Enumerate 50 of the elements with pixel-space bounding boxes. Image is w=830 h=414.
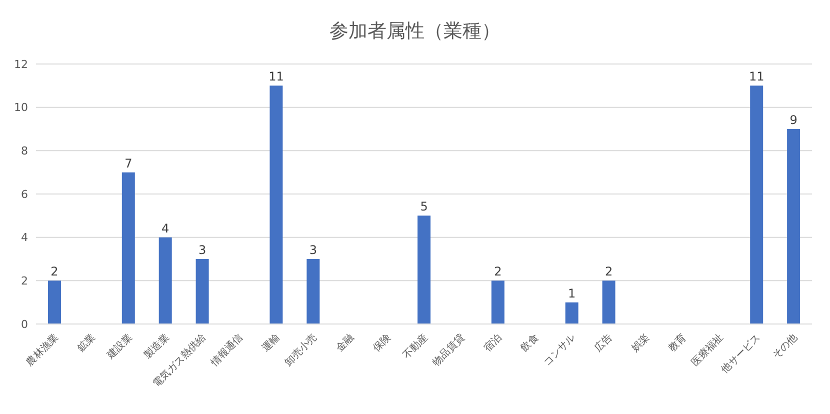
data-label: 5 bbox=[420, 200, 428, 214]
bar bbox=[122, 172, 135, 324]
x-tick-label: 教育 bbox=[666, 332, 689, 354]
data-label: 2 bbox=[50, 264, 58, 279]
y-tick-label: 0 bbox=[21, 318, 28, 331]
x-tick-label: 鉱業 bbox=[74, 332, 98, 354]
y-tick-label: 6 bbox=[21, 188, 28, 201]
data-label: 11 bbox=[268, 70, 284, 84]
bar bbox=[306, 259, 320, 324]
x-tick-label: 情報通信 bbox=[208, 332, 246, 370]
x-tick-label: 娯楽 bbox=[629, 332, 652, 354]
data-label: 11 bbox=[748, 70, 764, 84]
x-tick-label: 金融 bbox=[334, 332, 356, 354]
x-tick-label: その他 bbox=[770, 332, 800, 362]
x-tick-label: 建設業 bbox=[104, 332, 134, 362]
x-tick-label: 製造業 bbox=[142, 332, 172, 362]
bar bbox=[787, 129, 800, 324]
x-tick-label: 物品賃貸 bbox=[430, 332, 468, 368]
data-label: 1 bbox=[568, 286, 576, 300]
data-label: 7 bbox=[124, 156, 132, 170]
bar bbox=[750, 86, 764, 324]
data-label: 9 bbox=[790, 113, 798, 127]
bar bbox=[48, 280, 61, 324]
y-tick-label: 10 bbox=[14, 101, 28, 114]
data-label: 3 bbox=[198, 243, 206, 257]
x-tick-label: 農林漁業 bbox=[24, 332, 61, 368]
data-label: 4 bbox=[162, 221, 170, 236]
x-tick-label: 卸売小売 bbox=[282, 332, 320, 368]
y-tick-label: 12 bbox=[14, 58, 28, 71]
y-tick-label: 8 bbox=[21, 144, 28, 158]
data-label: 2 bbox=[494, 264, 502, 279]
x-tick-label: コンサル bbox=[542, 332, 578, 368]
bar bbox=[418, 216, 431, 324]
x-tick-label: 飲食 bbox=[518, 332, 541, 354]
x-tick-label: 不動産 bbox=[400, 332, 430, 362]
chart-title: 参加者属性（業種） bbox=[328, 19, 502, 44]
data-label: 3 bbox=[309, 243, 317, 257]
x-tick-label: 運輸 bbox=[260, 332, 282, 354]
bar bbox=[491, 280, 504, 324]
x-tick-label: 広告 bbox=[592, 332, 615, 354]
bar bbox=[196, 259, 209, 324]
bar bbox=[270, 86, 283, 324]
data-label: 2 bbox=[604, 264, 613, 279]
bar bbox=[565, 302, 578, 324]
x-tick-label: 宿泊 bbox=[481, 332, 504, 354]
y-tick-label: 2 bbox=[21, 274, 28, 288]
x-tick-label: 保険 bbox=[371, 332, 394, 354]
y-tick-label: 4 bbox=[21, 231, 28, 244]
bar bbox=[158, 237, 172, 324]
bar bbox=[602, 280, 616, 324]
